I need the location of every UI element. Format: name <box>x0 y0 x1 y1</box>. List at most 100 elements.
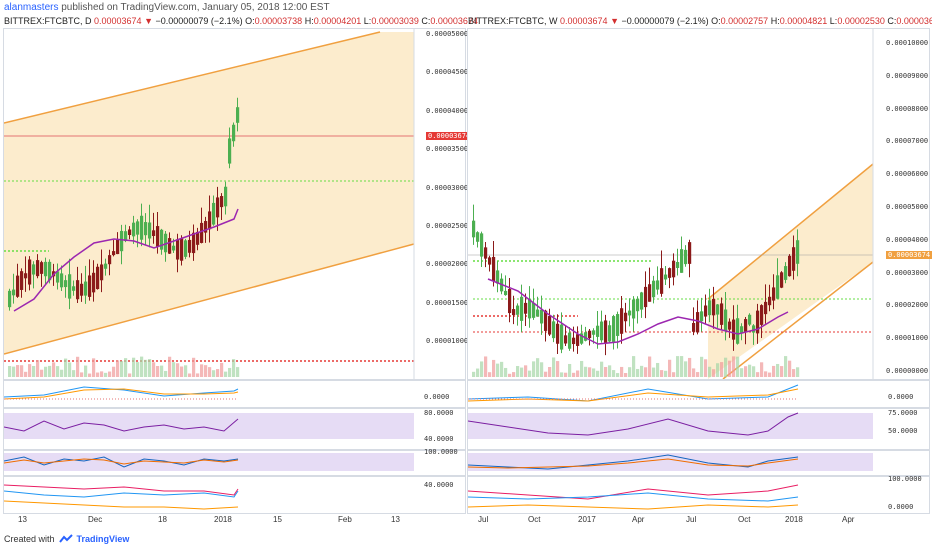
candle-body <box>708 300 712 316</box>
volume-bar <box>108 371 112 377</box>
right-price-tick: 0.00003000 <box>886 268 929 277</box>
candle-body <box>188 239 192 253</box>
left-stoch-panel[interactable]: 100.0000 <box>3 448 466 476</box>
candle-body <box>640 292 644 310</box>
tradingview-link[interactable]: TradingView <box>76 534 130 544</box>
left-dmi-panel[interactable]: 40.0000 <box>3 476 466 514</box>
candle-body <box>92 272 96 293</box>
right-current-price-tag: 0.00003674 <box>886 251 932 259</box>
candle-body <box>748 314 752 325</box>
candle-body <box>496 270 500 284</box>
volume-bar <box>552 357 556 377</box>
candle-body <box>684 249 688 265</box>
right-open: 0.00002757 <box>720 16 769 26</box>
candle-body <box>176 239 180 260</box>
candle-body <box>580 333 584 344</box>
left-candles <box>8 97 240 311</box>
right-close: 0.00003674 <box>896 16 932 26</box>
time-axis-label: Dec <box>88 515 103 524</box>
left-macd-panel[interactable]: 0.0000 <box>3 380 466 408</box>
candle-body <box>620 308 624 334</box>
volume-bar <box>40 369 44 377</box>
volume-bar <box>516 366 520 377</box>
volume-bar <box>200 364 204 377</box>
candle-body <box>72 286 76 291</box>
left-volume <box>8 356 240 377</box>
candle-body <box>716 304 720 315</box>
candle-body <box>236 107 240 123</box>
volume-bar <box>76 356 80 377</box>
left-price-panel[interactable]: 0.00003674 0.00005000 0.00004500 0.0000400… <box>3 28 473 380</box>
volume-bar <box>664 370 668 377</box>
footer: Created with TradingView <box>4 534 129 544</box>
volume-bar <box>528 370 532 377</box>
volume-bar <box>744 366 748 377</box>
volume-bar <box>768 372 772 377</box>
volume-bar <box>60 369 64 377</box>
volume-bar <box>596 370 600 377</box>
candle-body <box>20 271 24 290</box>
left-stoch-chart <box>4 453 414 471</box>
volume-bar <box>748 364 752 377</box>
right-macd-panel[interactable]: 0.0000 <box>467 380 930 408</box>
volume-bar <box>112 366 116 377</box>
volume-bar <box>224 371 228 377</box>
volume-bar <box>220 362 224 377</box>
candle-body <box>120 230 124 252</box>
candle-body <box>792 247 796 271</box>
candle-body <box>680 249 684 273</box>
volume-bar <box>704 359 708 377</box>
author-link[interactable]: alanmasters <box>4 2 59 13</box>
candle-body <box>616 314 620 336</box>
right-price-panel[interactable]: 0.00003674 0.00010000 0.00009000 0.0000800… <box>467 28 932 380</box>
left-high: 0.00004201 <box>313 16 362 26</box>
candle-body <box>148 222 152 239</box>
right-symbol-line: BITTREX:FTCBTC, W 0.00003674 ▼ −0.000000… <box>468 16 932 26</box>
volume-bar <box>32 365 36 377</box>
candle-body <box>56 271 60 283</box>
volume-bar <box>576 370 580 377</box>
candle-body <box>776 275 780 299</box>
left-rsi-tick-80: 80.0000 <box>424 409 454 417</box>
left-low-label: L: <box>363 16 372 26</box>
candle-body <box>732 319 736 340</box>
candle-body <box>36 260 40 277</box>
candle-body <box>196 231 200 245</box>
candle-body <box>192 232 196 254</box>
candle-body <box>524 302 528 314</box>
candle-body <box>768 296 772 306</box>
candle-body <box>672 260 676 278</box>
volume-bar <box>680 356 684 377</box>
right-channel-bottom <box>722 261 874 379</box>
volume-bar <box>652 367 656 377</box>
candle-body <box>736 318 740 344</box>
right-price-tick: 0.00008000 <box>886 104 929 113</box>
volume-bar <box>632 356 636 377</box>
candle-body <box>556 323 560 344</box>
candle-body <box>100 264 104 281</box>
right-stoch-panel[interactable] <box>467 450 930 476</box>
volume-bar <box>700 356 704 377</box>
volume-bar <box>508 373 512 377</box>
candle-body <box>208 211 212 230</box>
candle-body <box>532 302 536 318</box>
right-dmi-panel[interactable]: 100.0000 0.0000 <box>467 475 930 514</box>
right-high: 0.00004821 <box>779 16 828 26</box>
left-rsi-panel[interactable]: 80.0000 40.0000 <box>3 408 466 450</box>
volume-bar <box>228 367 232 377</box>
candle-body <box>96 266 100 290</box>
volume-bar <box>684 361 688 377</box>
volume-bar <box>604 366 608 377</box>
left-dmi-chart <box>4 484 239 510</box>
time-axis-label: Feb <box>338 515 352 524</box>
volume-bar <box>648 356 652 377</box>
time-axis-label: 15 <box>273 515 282 524</box>
candle-body <box>788 255 792 277</box>
volume-bar <box>568 363 572 377</box>
volume-bar <box>504 367 508 377</box>
candle-body <box>676 261 680 269</box>
candle-body <box>728 321 732 330</box>
right-rsi-panel[interactable]: 75.0000 50.0000 <box>467 408 930 450</box>
volume-bar <box>544 371 548 377</box>
volume-bar <box>176 363 180 377</box>
